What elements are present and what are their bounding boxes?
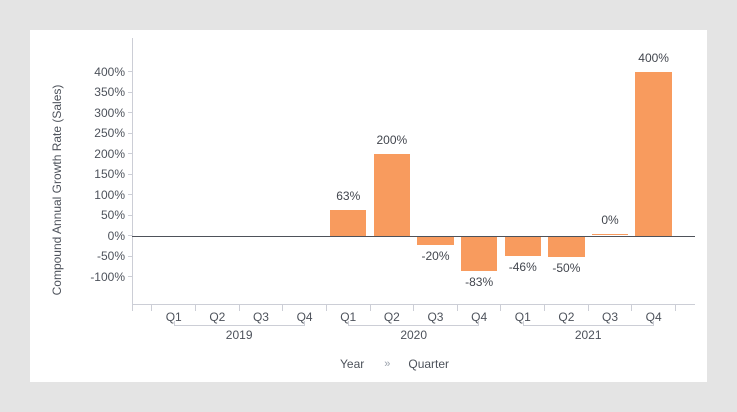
year-bracket-end [348, 320, 350, 326]
bar-2020-Q1[interactable] [330, 209, 367, 237]
x-axis-tick [587, 304, 589, 311]
y-axis-tick-label: 200% [94, 146, 125, 161]
y-axis-tick-label: 250% [94, 126, 125, 140]
y-axis-tick-label: -50% [96, 249, 125, 263]
x-axis-year-label: 2021 [574, 328, 602, 342]
year-bracket [348, 325, 480, 326]
bar-2020-Q2[interactable] [373, 153, 410, 237]
x-axis-tick [325, 304, 327, 311]
x-axis-quarter-label: Q1 [514, 310, 531, 324]
x-axis-quarter-label: Q1 [165, 310, 182, 324]
x-axis-quarter-label: Q4 [296, 310, 313, 324]
chart-card: Compound Annual Growth Rate (Sales) 400%… [30, 30, 707, 382]
bar-2021-Q1[interactable] [504, 236, 541, 256]
x-axis-year-label: 2020 [400, 328, 428, 342]
x-axis-caption: Year » Quarter [340, 356, 449, 372]
x-axis-quarter-label: Q3 [252, 310, 269, 324]
x-axis-tick [369, 304, 371, 311]
x-axis-quarter-label: Q3 [601, 310, 618, 324]
bar-value-label: -46% [508, 259, 537, 274]
y-axis-tick-label: 400% [94, 64, 125, 79]
y-axis-tick-label: 50% [100, 208, 125, 222]
plot-area: 400% 350% 300% 250% 200% 150% 100% 50% 0% -50% -10… [30, 30, 707, 382]
x-axis-quarter-label: Q3 [427, 310, 444, 324]
bar-value-label: 200% [376, 132, 408, 147]
x-axis-year-label: 2019 [225, 328, 253, 342]
y-axis-tick [128, 214, 132, 216]
y-axis-line [132, 37, 133, 304]
x-axis-tick [132, 304, 133, 311]
y-axis-tick-label: 300% [94, 105, 125, 120]
x-axis-quarter-label: Q4 [645, 310, 662, 324]
bar-value-label: 0% [601, 213, 619, 228]
y-axis-tick [128, 91, 132, 93]
y-axis-tick [128, 255, 132, 257]
x-axis-quarter-label: Q2 [383, 310, 400, 324]
x-axis-tick [631, 304, 633, 311]
y-axis-tick-label: 350% [94, 85, 125, 99]
y-axis-tick [128, 132, 132, 134]
y-axis-tick [128, 194, 132, 195]
y-axis-tick [128, 153, 132, 154]
x-axis-tick [544, 304, 546, 311]
bar-2020-Q4[interactable] [460, 236, 498, 271]
x-axis-quarter-label: Q1 [340, 310, 357, 324]
x-axis-tick [195, 304, 197, 311]
x-axis-tick [456, 304, 458, 311]
year-bracket [522, 325, 654, 326]
bar-value-label: -20% [421, 248, 450, 263]
year-bracket-end [652, 320, 654, 326]
bar-2021-Q3[interactable] [591, 234, 629, 236]
x-axis-tick [413, 304, 415, 311]
year-bracket-end [522, 320, 524, 326]
x-axis-quarter-label: Q2 [209, 310, 226, 324]
y-axis-tick [128, 71, 132, 72]
bar-value-label: -83% [465, 274, 494, 289]
bar-2021-Q4[interactable] [635, 71, 672, 237]
hierarchy-separator-icon: » [384, 357, 391, 370]
bar-value-label: -50% [552, 261, 581, 276]
x-axis-tick [238, 304, 240, 311]
y-axis-tick-label: 0% [107, 228, 125, 243]
bar-value-label: 400% [638, 50, 669, 65]
y-axis-tick-label: 100% [94, 187, 125, 202]
year-bracket-end [478, 320, 480, 326]
bar-2020-Q3[interactable] [417, 236, 454, 245]
y-axis-tick-label: 150% [94, 167, 125, 181]
y-axis-tick [128, 235, 132, 236]
bar-2021-Q2[interactable] [548, 236, 585, 258]
x-axis-tick [674, 304, 676, 311]
y-axis-tick [128, 276, 132, 277]
year-bracket-end [173, 320, 175, 326]
bar-value-label: 63% [336, 188, 361, 203]
year-bracket-end [303, 320, 305, 326]
y-axis-tick-label: -100% [90, 269, 125, 284]
y-axis-tick [128, 112, 132, 113]
x-axis-quarter-label: Q2 [558, 310, 575, 324]
x-axis-quarter-label: Q4 [471, 310, 488, 324]
x-axis-tick [500, 304, 502, 311]
x-axis-level2-label: Quarter [408, 356, 450, 371]
y-axis-tick [128, 173, 132, 175]
zero-line [132, 235, 695, 237]
year-bracket [173, 325, 305, 326]
x-axis-tick [282, 304, 284, 311]
x-axis-tick [151, 304, 153, 311]
x-axis-level1-label: Year [340, 356, 365, 371]
